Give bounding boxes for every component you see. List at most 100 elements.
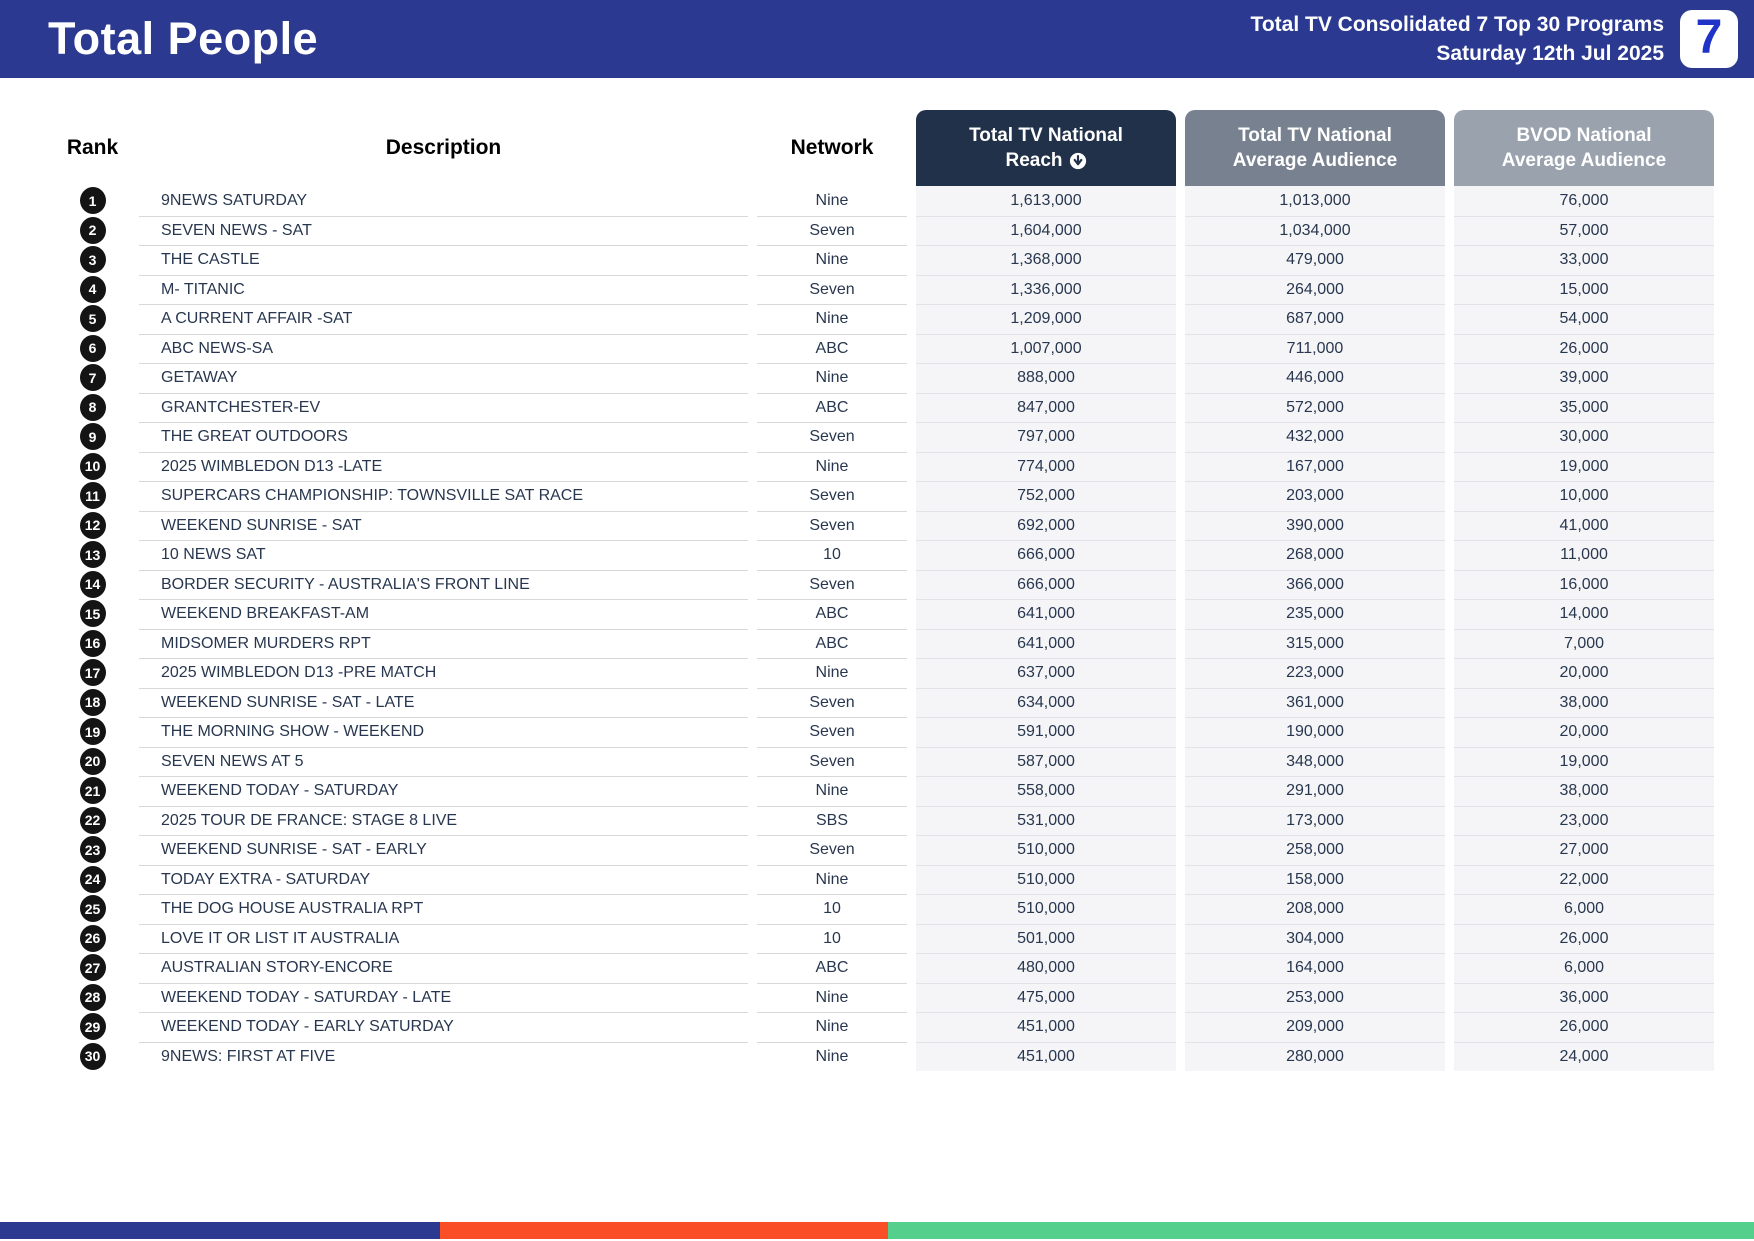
table-row: 22 2025 TOUR DE FRANCE: STAGE 8 LIVE SBS… (55, 805, 1714, 835)
program-description: 9NEWS SATURDAY (161, 191, 308, 209)
ratings-table: Rank Description Network Total TV Nation… (0, 78, 1754, 1071)
total-tv-reach-value: 531,000 (916, 805, 1176, 835)
footer-color-bar (0, 1222, 1754, 1239)
network-name: Nine (815, 191, 849, 209)
bvod-header-line2: Average Audience (1501, 150, 1667, 171)
program-description: AUSTRALIAN STORY-ENCORE (139, 953, 748, 983)
rank-cell: 18 (55, 688, 130, 718)
table-row: 24 TODAY EXTRA - SATURDAY Nine 510,000 1… (55, 864, 1714, 894)
bvod-average-value: 26,000 (1454, 1012, 1714, 1042)
program-description: WEEKEND SUNRISE - SAT (139, 510, 748, 541)
table-row: 19 THE MORNING SHOW - WEEKEND Seven 591,… (55, 717, 1714, 747)
rank-badge: 8 (79, 393, 106, 421)
bvod-average-value: 6,000 (1454, 894, 1714, 924)
table-row: 3 THE CASTLE Nine 1,368,000 479,000 33,0… (55, 245, 1714, 275)
total-tv-reach-value: 591,000 (916, 717, 1176, 747)
total-tv-average-value: 446,000 (1185, 363, 1445, 393)
rank-badge: 28 (79, 983, 106, 1011)
column-header-total-tv-reach[interactable]: Total TV National Reach (916, 110, 1176, 186)
network-name: Seven (757, 215, 907, 246)
total-tv-reach-value: 558,000 (916, 776, 1176, 806)
rank-cell: 9 (55, 422, 130, 452)
total-tv-average-value: 264,000 (1185, 274, 1445, 304)
reach-header-line1: Total TV National (969, 125, 1123, 146)
table-row: 28 WEEKEND TODAY - SATURDAY - LATE Nine … (55, 982, 1714, 1013)
program-description: GETAWAY (139, 363, 748, 393)
bvod-average-value: 19,000 (1454, 746, 1714, 776)
total-tv-average-value: 158,000 (1185, 864, 1445, 894)
bvod-average-value: 15,000 (1454, 274, 1714, 304)
total-tv-reach-value: 1,368,000 (916, 245, 1176, 275)
total-tv-average-value: 164,000 (1185, 953, 1445, 983)
total-tv-average-value: 1,034,000 (1185, 215, 1445, 245)
network-name: Seven (757, 510, 907, 541)
network-name: Seven (757, 569, 907, 600)
bvod-average-value: 41,000 (1454, 510, 1714, 540)
program-description: WEEKEND SUNRISE - SAT - LATE (139, 687, 748, 718)
network-name: Seven (757, 274, 907, 305)
program-description: GRANTCHESTER-EV (139, 392, 748, 423)
page-title: Total People (48, 13, 319, 64)
total-tv-average-value: 687,000 (1185, 304, 1445, 334)
total-tv-average-value: 167,000 (1185, 451, 1445, 481)
rank-badge: 10 (79, 452, 106, 480)
table-row: 8 GRANTCHESTER-EV ABC 847,000 572,000 35… (55, 392, 1714, 423)
table-row: 29 WEEKEND TODAY - EARLY SATURDAY Nine 4… (55, 1012, 1714, 1042)
total-tv-reach-value: 1,007,000 (916, 333, 1176, 363)
rank-cell: 30 (55, 1042, 130, 1072)
total-tv-average-value: 209,000 (1185, 1012, 1445, 1042)
bvod-average-value: 35,000 (1454, 392, 1714, 422)
network-name: Seven (757, 481, 907, 511)
rank-badge: 29 (79, 1013, 106, 1041)
rank-badge: 14 (79, 570, 106, 598)
total-tv-reach-value: 752,000 (916, 481, 1176, 511)
program-description: THE CASTLE (139, 245, 748, 275)
rank-badge: 1 (79, 187, 106, 215)
column-header-bvod-average[interactable]: BVOD National Average Audience (1454, 110, 1714, 186)
program-description: SEVEN NEWS - SAT (139, 215, 748, 246)
rank-cell: 28 (55, 983, 130, 1013)
bvod-average-value: 24,000 (1454, 1041, 1714, 1071)
network-name: Nine (757, 982, 907, 1013)
footer-segment-green (887, 1222, 1754, 1239)
report-subtitle: Total TV Consolidated 7 Top 30 Programs … (1251, 10, 1680, 68)
total-tv-reach-value: 637,000 (916, 658, 1176, 688)
rank-cell: 3 (55, 245, 130, 275)
report-subtitle-line2: Saturday 12th Jul 2025 (1436, 42, 1664, 65)
total-tv-reach-value: 641,000 (916, 599, 1176, 629)
table-header-row: Rank Description Network Total TV Nation… (55, 110, 1714, 186)
total-tv-average-value: 432,000 (1185, 422, 1445, 452)
network-name: 10 (757, 540, 907, 570)
total-tv-reach-value: 587,000 (916, 746, 1176, 776)
rank-cell: 17 (55, 658, 130, 688)
total-tv-average-value: 268,000 (1185, 540, 1445, 570)
rank-cell: 7 (55, 363, 130, 393)
footer-segment-orange (440, 1222, 888, 1239)
table-row: 13 10 NEWS SAT 10 666,000 268,000 11,000 (55, 540, 1714, 570)
rank-badge: 17 (79, 659, 106, 687)
total-tv-average-value: 173,000 (1185, 805, 1445, 835)
rank-badge: 12 (79, 511, 106, 539)
total-tv-reach-value: 501,000 (916, 923, 1176, 953)
program-description: ABC NEWS-SA (139, 333, 748, 364)
table-row: 6 ABC NEWS-SA ABC 1,007,000 711,000 26,0… (55, 333, 1714, 364)
column-header-total-tv-average[interactable]: Total TV National Average Audience (1185, 110, 1445, 186)
total-tv-reach-value: 1,336,000 (916, 274, 1176, 304)
program-description: 9NEWS: FIRST AT FIVE (139, 1041, 748, 1072)
rank-badge: 23 (79, 836, 106, 864)
rank-badge: 9 (79, 423, 106, 451)
total-tv-reach-value: 641,000 (916, 628, 1176, 658)
bvod-average-value: 20,000 (1454, 658, 1714, 688)
total-tv-average-value: 390,000 (1185, 510, 1445, 540)
program-description: WEEKEND TODAY - SATURDAY - LATE (139, 982, 748, 1013)
program-description: M- TITANIC (139, 274, 748, 305)
rank-badge: 16 (79, 629, 106, 657)
bvod-average-value: 36,000 (1454, 982, 1714, 1012)
rank-cell: 25 (55, 894, 130, 924)
column-header-description: Description (385, 136, 502, 159)
program-description: LOVE IT OR LIST IT AUSTRALIA (139, 923, 748, 954)
table-row: 5 A CURRENT AFFAIR -SAT Nine 1,209,000 6… (55, 304, 1714, 334)
total-tv-reach-value: 774,000 (916, 451, 1176, 481)
total-tv-reach-value: 475,000 (916, 982, 1176, 1012)
seven-logo-glyph: 7 (1695, 10, 1723, 64)
